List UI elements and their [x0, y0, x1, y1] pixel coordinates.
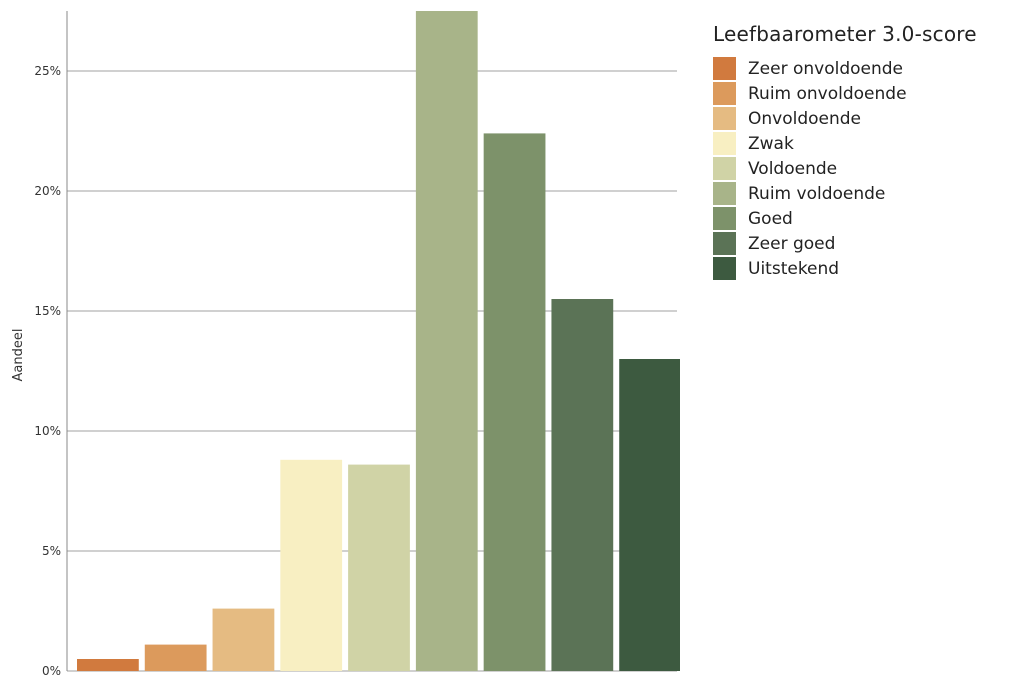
- y-tick-label: 10%: [34, 424, 61, 438]
- legend-item: Uitstekend: [713, 256, 977, 281]
- y-tick-label: 20%: [34, 184, 61, 198]
- y-tick-label: 5%: [42, 544, 61, 558]
- legend-item: Zwak: [713, 131, 977, 156]
- y-tick-labels: 0% 5% 10% 15% 20% 25%: [34, 64, 61, 677]
- legend-item: Ruim onvoldoende: [713, 81, 977, 106]
- bar-chart: 0% 5% 10% 15% 20% 25% Aandeel: [11, 11, 680, 677]
- legend-item: Zeer onvoldoende: [713, 56, 977, 81]
- legend-label: Voldoende: [748, 158, 838, 179]
- legend-item: Ruim voldoende: [713, 181, 977, 206]
- legend-swatch: [713, 232, 736, 255]
- bar-zeer-goed: [551, 299, 614, 671]
- bar-uitstekend: [619, 359, 680, 671]
- bar-voldoende: [348, 464, 410, 671]
- legend-swatch: [713, 182, 736, 205]
- legend-swatch: [713, 157, 736, 180]
- legend-item: Goed: [713, 206, 977, 231]
- legend-swatch: [713, 207, 736, 230]
- legend-title: Leefbaarometer 3.0-score: [713, 22, 977, 46]
- bar-ruim-onvoldoende: [144, 644, 207, 671]
- y-tick-label: 25%: [34, 64, 61, 78]
- legend-item: Voldoende: [713, 156, 977, 181]
- legend-label: Zeer onvoldoende: [748, 58, 903, 79]
- legend-swatch: [713, 57, 736, 80]
- bar-onvoldoende: [212, 608, 275, 671]
- legend-label: Ruim onvoldoende: [748, 83, 907, 104]
- legend-label: Onvoldoende: [748, 108, 862, 129]
- bar-ruim-voldoende: [415, 11, 478, 671]
- bar-zeer-onvoldoende: [77, 659, 139, 671]
- legend-label: Zeer goed: [748, 233, 836, 254]
- legend-label: Goed: [748, 208, 793, 229]
- legend-item: Zeer goed: [713, 231, 977, 256]
- legend: Leefbaarometer 3.0-score Zeer onvoldoend…: [713, 22, 977, 281]
- bar-zwak: [280, 459, 343, 671]
- legend-swatch: [713, 82, 736, 105]
- legend-swatch: [713, 107, 736, 130]
- bar-goed: [483, 133, 546, 671]
- legend-swatch: [713, 132, 736, 155]
- bars: [77, 11, 680, 671]
- legend-label: Zwak: [748, 133, 794, 154]
- legend-items: Zeer onvoldoende Ruim onvoldoende Onvoldoe…: [713, 56, 977, 281]
- y-tick-label: 15%: [34, 304, 61, 318]
- y-axis-label: Aandeel: [11, 329, 26, 382]
- legend-swatch: [713, 257, 736, 280]
- y-tick-label: 0%: [42, 664, 61, 677]
- legend-label: Ruim voldoende: [748, 183, 886, 204]
- legend-label: Uitstekend: [748, 258, 840, 279]
- legend-item: Onvoldoende: [713, 106, 977, 131]
